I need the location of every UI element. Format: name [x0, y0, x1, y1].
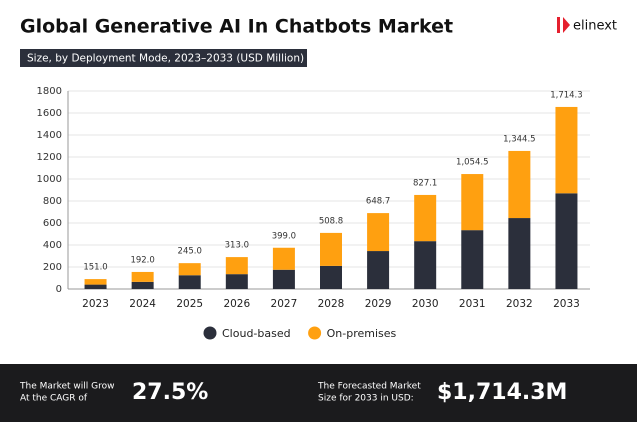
bar-segment [225, 274, 248, 289]
y-tick-label: 800 [43, 196, 62, 207]
total-label: 245.0 [178, 247, 202, 257]
footer-text: At the CAGR of [20, 394, 88, 404]
y-tick-label: 1400 [37, 130, 62, 141]
y-tick-label: 0 [56, 284, 62, 295]
legend-label: Cloud-based [222, 327, 291, 340]
logo: elinext [557, 17, 617, 34]
bar-segment [178, 275, 201, 289]
y-tick-label: 1600 [37, 108, 62, 119]
bar-segment [414, 241, 437, 289]
bar-segment [84, 279, 107, 285]
bar-segment [508, 150, 531, 219]
x-tick-label: 2029 [365, 298, 392, 310]
x-tick-label: 2026 [223, 298, 250, 310]
footer [0, 364, 637, 422]
x-tick-label: 2025 [176, 298, 203, 310]
x-tick-label: 2031 [459, 298, 486, 310]
bar-segment [131, 281, 154, 289]
bar-segment [461, 174, 484, 231]
y-tick-label: 1800 [37, 86, 62, 97]
legend-label: On-premises [327, 327, 397, 340]
total-label: 399.0 [272, 231, 296, 241]
footer-value: $1,714.3M [437, 380, 567, 405]
bar-segment [225, 257, 248, 275]
logo-icon [563, 17, 570, 33]
bar-segment [178, 263, 201, 276]
subtitle: Size, by Deployment Mode, 2023–2033 (USD… [27, 53, 304, 65]
bar-segment [461, 230, 484, 289]
y-tick-label: 600 [43, 218, 62, 229]
bar-segment [84, 284, 107, 289]
bar-segment [272, 269, 295, 289]
legend-marker [203, 326, 217, 340]
logo-icon [557, 17, 560, 33]
x-tick-label: 2033 [553, 298, 580, 310]
bar-segment [320, 232, 342, 266]
total-label: 648.7 [366, 197, 390, 207]
x-tick-label: 2023 [82, 298, 109, 310]
chart-title: Global Generative AI In Chatbots Market [20, 16, 453, 38]
legend-marker [308, 326, 322, 340]
x-tick-label: 2027 [271, 298, 298, 310]
bar-segment [131, 271, 154, 282]
y-tick-label: 1200 [37, 152, 62, 163]
total-label: 313.0 [225, 241, 249, 251]
y-tick-label: 200 [43, 262, 62, 273]
bar-segment [272, 247, 295, 270]
x-tick-label: 2024 [129, 298, 156, 310]
total-label: 508.8 [319, 216, 343, 226]
bar-segment [508, 218, 531, 289]
total-label: 827.1 [413, 178, 437, 188]
bar-segment [367, 251, 390, 289]
total-label: 192.0 [130, 255, 154, 265]
footer-value: 27.5% [132, 380, 208, 405]
y-tick-label: 400 [43, 240, 62, 251]
total-label: 1,714.3 [550, 90, 582, 100]
bar-segment [555, 106, 578, 194]
footer-text: The Market will Grow [19, 382, 114, 392]
total-label: 1,054.5 [456, 158, 488, 168]
x-tick-label: 2032 [506, 298, 533, 310]
bar-segment [555, 193, 578, 289]
x-tick-label: 2030 [412, 298, 439, 310]
footer-text: The Forecasted Market [317, 382, 421, 392]
subtitle-box [20, 49, 307, 67]
bar-segment [320, 265, 342, 289]
logo-text: elinext [573, 19, 617, 34]
total-label: 151.0 [83, 263, 107, 273]
bar-segment [367, 213, 390, 252]
x-tick-label: 2028 [318, 298, 345, 310]
bar-segment [414, 194, 437, 242]
y-tick-label: 1000 [37, 174, 62, 185]
total-label: 1,344.5 [503, 134, 535, 144]
footer-text: Size for 2033 in USD: [318, 394, 414, 404]
